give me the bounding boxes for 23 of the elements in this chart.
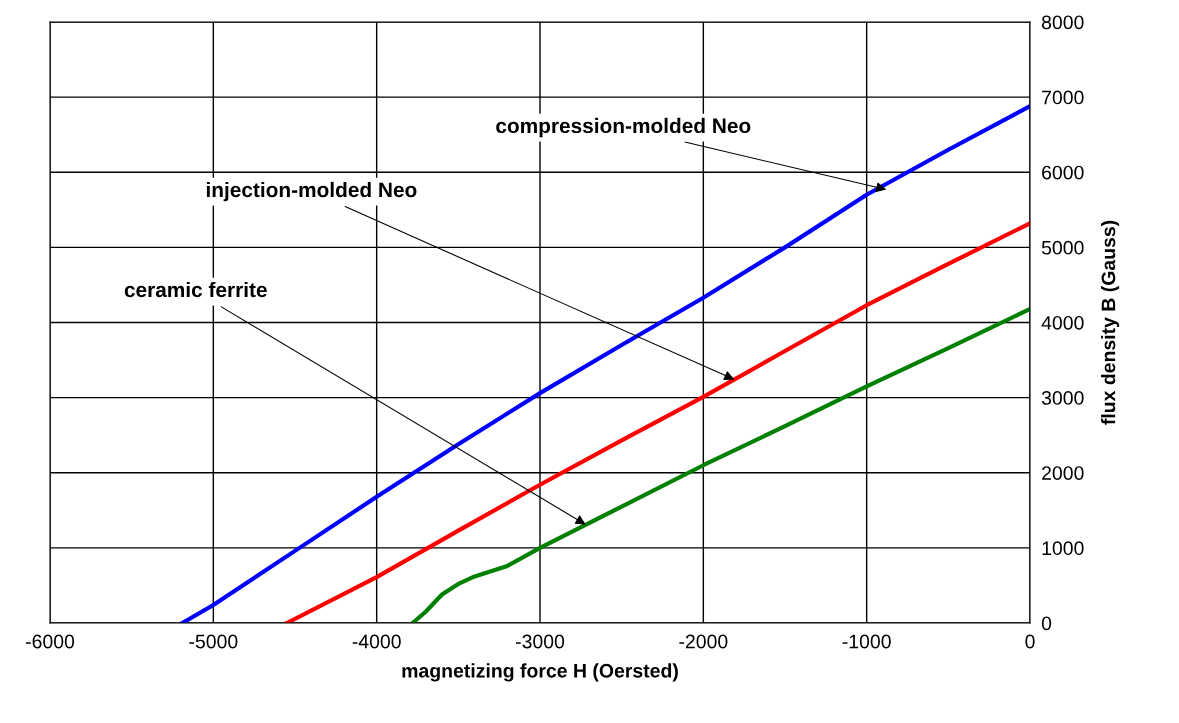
- y-tick-label: 8000: [1041, 15, 1084, 30]
- y-tick-label: 1000: [1042, 541, 1084, 556]
- y-axis-title: flux density B (Gauss): [1101, 220, 1120, 425]
- x-tick-label: -4000: [352, 634, 401, 649]
- x-tick-label: -3000: [516, 634, 565, 649]
- annotation: compression-molded Neo: [496, 117, 751, 138]
- x-axis-title: magnetizing force H (Oersted): [402, 663, 678, 682]
- line-series: [284, 221, 1030, 623]
- y-tick-label: 2000: [1042, 466, 1084, 480]
- x-tick-label: -6000: [26, 634, 75, 649]
- y-tick-label: 5000: [1041, 240, 1084, 255]
- x-tick-label: -5000: [189, 634, 238, 649]
- y-tick-label: 0: [1041, 616, 1052, 631]
- y-tick-label: 6000: [1042, 165, 1084, 180]
- annotation: ceramic ferrite: [124, 281, 267, 298]
- x-tick-label: -2000: [679, 634, 728, 649]
- line-series: [410, 306, 1030, 623]
- annotation: injection-molded Neo: [206, 181, 417, 202]
- x-tick-label: -1000: [842, 634, 891, 649]
- y-tick-label: 4000: [1041, 315, 1084, 330]
- y-tick-label: 3000: [1041, 391, 1084, 405]
- y-tick-label: 7000: [1042, 90, 1084, 105]
- x-tick-label: 0: [1025, 634, 1035, 649]
